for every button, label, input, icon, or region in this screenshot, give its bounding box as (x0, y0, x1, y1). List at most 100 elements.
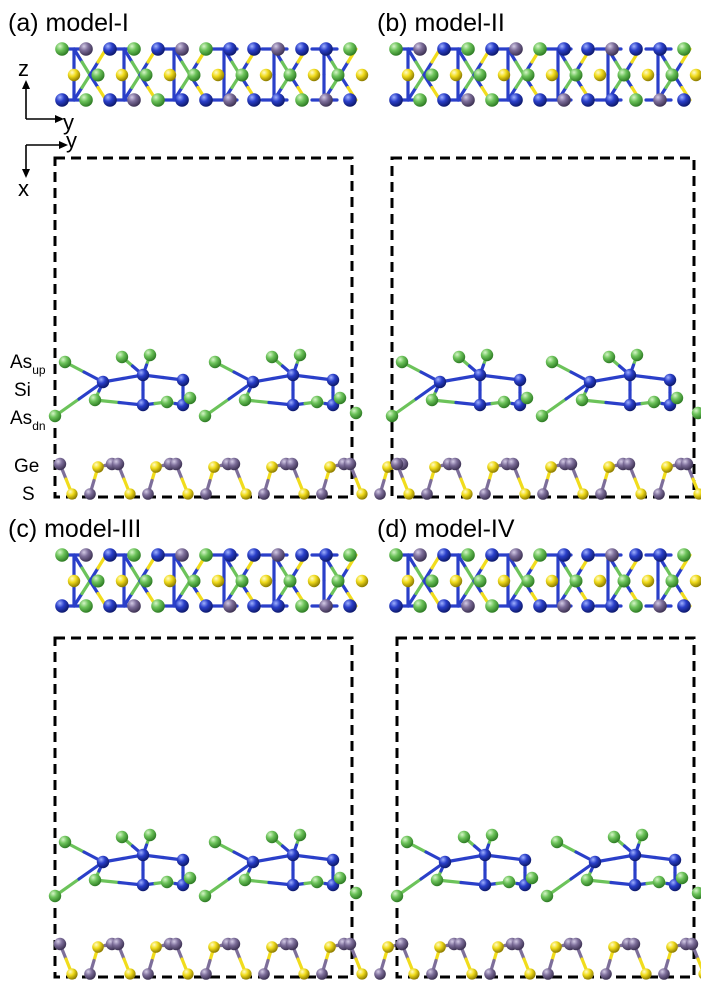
atom-as (295, 93, 309, 107)
atom-si (438, 855, 452, 869)
unit-cell-border (395, 636, 696, 979)
atom-as (520, 391, 534, 405)
atom-si (437, 93, 451, 107)
atom-si (55, 93, 69, 107)
atom-s (66, 968, 78, 980)
atom-si (295, 548, 309, 562)
silicene-chain (48, 828, 363, 903)
atom-si (557, 42, 571, 56)
atom-s (259, 574, 273, 588)
atom-si (136, 368, 150, 382)
panel-title-c: (c) model-III (8, 515, 141, 543)
atom-ge (653, 488, 665, 500)
atom-ge (84, 968, 96, 980)
atom-si (485, 548, 499, 562)
atom-s (259, 68, 273, 82)
atom-s (689, 574, 701, 588)
atom-label-ge: Ge (14, 456, 39, 477)
atom-as (143, 828, 157, 842)
atom-as (160, 395, 174, 409)
atom-as (349, 406, 363, 420)
atom-as (183, 871, 197, 885)
axes-side-view: z y (18, 56, 74, 135)
atom-si (103, 42, 117, 56)
atom-s (550, 941, 562, 953)
atom-si (581, 548, 595, 562)
atom-si (247, 93, 261, 107)
atom-si (605, 93, 619, 107)
atom-ge (271, 548, 285, 562)
atom-si (176, 373, 190, 387)
atom-s (593, 68, 607, 82)
atom-ge (343, 457, 357, 471)
atom-ge (316, 488, 328, 500)
atom-si (246, 375, 260, 389)
ges-layer (390, 457, 701, 500)
atom-as (635, 828, 649, 842)
atom-si (223, 42, 237, 56)
atom-s (497, 574, 511, 588)
atom-as (630, 348, 644, 362)
atom-s (298, 488, 310, 500)
atom-si (485, 42, 499, 56)
atom-ge (680, 457, 694, 471)
atom-ge (653, 599, 667, 613)
atom-s (487, 461, 499, 473)
atom-as (187, 574, 201, 588)
atom-s (356, 488, 368, 500)
atom-s (689, 68, 701, 82)
atom-as (349, 886, 363, 900)
atom-as (48, 889, 62, 903)
atom-ge (595, 488, 607, 500)
atom-s (408, 968, 420, 980)
atom-s (115, 68, 129, 82)
atom-ge (53, 937, 67, 951)
atom-s (603, 461, 615, 473)
atom-si (557, 548, 571, 562)
axis-label-z: z (18, 56, 29, 81)
side-view (55, 42, 369, 107)
panel-title-a: (a) model-I (8, 9, 129, 37)
atom-s (307, 68, 321, 82)
atom-si (199, 599, 213, 613)
atom-s (449, 574, 463, 588)
atom-ge (169, 937, 183, 951)
atom-ge (557, 599, 571, 613)
atom-si (581, 599, 595, 613)
atom-as (480, 348, 494, 362)
atom-ge (448, 457, 462, 471)
atom-as (545, 355, 559, 369)
atom-ge (395, 937, 409, 951)
atom-ge (79, 42, 93, 56)
atom-si (319, 42, 333, 56)
atom-ge (658, 968, 670, 980)
atom-s (67, 68, 81, 82)
atom-as (235, 68, 249, 82)
atom-ge (258, 488, 270, 500)
atom-si (629, 42, 643, 56)
atom-as (333, 871, 347, 885)
atom-ge (285, 937, 299, 951)
atom-as (602, 350, 616, 364)
atom-ge (319, 599, 333, 613)
atom-ge (175, 548, 189, 562)
atom-as (652, 875, 666, 889)
atom-as (58, 835, 72, 849)
atom-ge (200, 488, 212, 500)
atom-as (461, 42, 475, 56)
atom-si (509, 93, 523, 107)
axis-label-y-side: y (63, 110, 74, 135)
atom-ge (374, 488, 386, 500)
atom-as (629, 93, 643, 107)
atom-ge (605, 548, 619, 562)
atom-s (640, 968, 652, 980)
atom-s (298, 968, 310, 980)
atom-as (677, 548, 691, 562)
atom-s (466, 968, 478, 980)
atom-si (663, 373, 677, 387)
atom-s (240, 968, 252, 980)
atom-ge (453, 937, 467, 951)
atom-as (293, 348, 307, 362)
atom-as (550, 835, 564, 849)
atom-si (326, 373, 340, 387)
